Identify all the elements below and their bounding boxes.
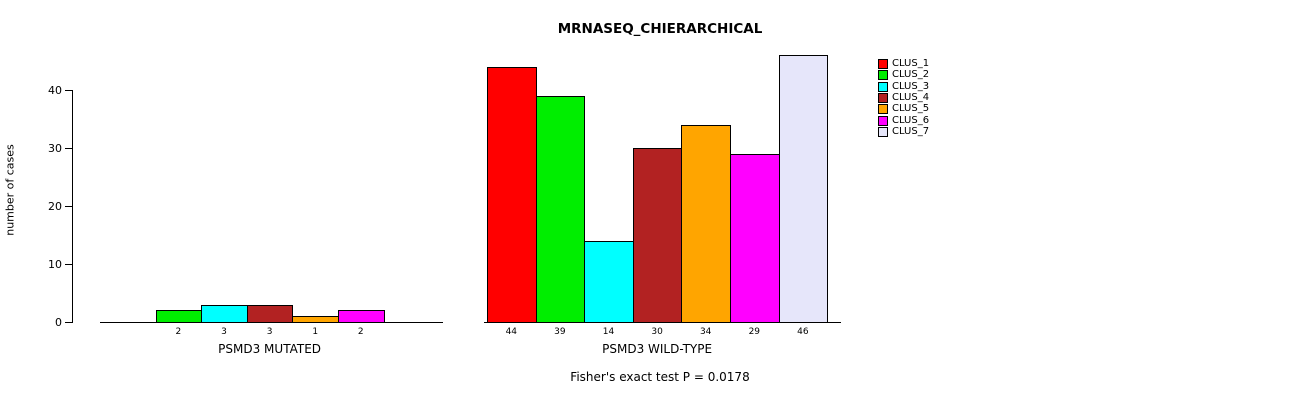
legend-label-clus_5: CLUS_5 (892, 103, 930, 115)
y-tick-label: 10 (48, 258, 62, 271)
fisher-test-annotation: Fisher's exact test P = 0.0178 (570, 370, 750, 384)
bar-clus_6 (730, 153, 780, 323)
x-axis-group-label: PSMD3 WILD-TYPE (602, 342, 713, 356)
legend-label-clus_7: CLUS_7 (892, 125, 930, 137)
bar-value-label: 3 (221, 327, 227, 337)
legend-swatch-clus_6 (878, 115, 888, 126)
bar-value-label: 46 (797, 327, 809, 337)
legend-label-clus_2: CLUS_2 (892, 69, 930, 81)
y-tick (65, 264, 72, 265)
bar-clus_3 (201, 304, 248, 323)
y-tick (65, 90, 72, 91)
y-tick-label: 0 (55, 316, 62, 329)
legend-swatch-clus_1 (878, 59, 888, 69)
legend-swatch-clus_5 (878, 104, 888, 115)
bar-value-label: 44 (505, 327, 518, 337)
bar-value-label: 2 (175, 327, 182, 337)
legend-label-clus_1: CLUS_1 (892, 58, 930, 69)
bar-clus_5 (292, 316, 339, 323)
bar-value-label: 39 (554, 327, 566, 337)
legend-swatch-clus_3 (878, 81, 888, 92)
y-tick (65, 206, 72, 207)
bar-clus_7 (778, 55, 829, 323)
legend-swatch-clus_7 (878, 126, 888, 137)
bar-value-label: 29 (748, 327, 761, 337)
bar-clus_5 (681, 124, 731, 323)
y-tick (65, 148, 72, 149)
legend-swatch-clus_4 (878, 92, 888, 103)
bar-clus_4 (632, 148, 683, 323)
bar-clus_3 (584, 240, 634, 323)
legend-label-clus_3: CLUS_3 (892, 80, 930, 92)
bar-clus_6 (338, 310, 385, 323)
y-tick-label: 20 (48, 200, 62, 213)
bar-value-label: 2 (357, 327, 364, 337)
bar-clus_2 (155, 310, 203, 323)
x-axis-group-label: PSMD3 MUTATED (218, 342, 322, 356)
legend-swatch-clus_2 (878, 70, 888, 81)
legend-label-clus_6: CLUS_6 (892, 114, 930, 126)
bar-value-label: 3 (266, 327, 273, 337)
y-axis-line (72, 90, 73, 323)
y-tick-label: 40 (48, 84, 62, 97)
chart-title: MRNASEQ_CHIERARCHICAL (557, 21, 763, 37)
bar-value-label: 30 (651, 327, 663, 337)
y-tick (65, 322, 72, 323)
bar-clus_1 (487, 66, 537, 323)
bar-value-label: 14 (602, 327, 615, 337)
y-axis-label: number of cases (3, 144, 17, 236)
bar-value-label: 1 (312, 327, 319, 337)
bar-clus_4 (246, 304, 294, 323)
y-tick-label: 30 (48, 142, 62, 155)
bar-value-label: 34 (699, 327, 712, 337)
legend-label-clus_4: CLUS_4 (892, 91, 930, 103)
bar-clus_2 (535, 95, 586, 323)
